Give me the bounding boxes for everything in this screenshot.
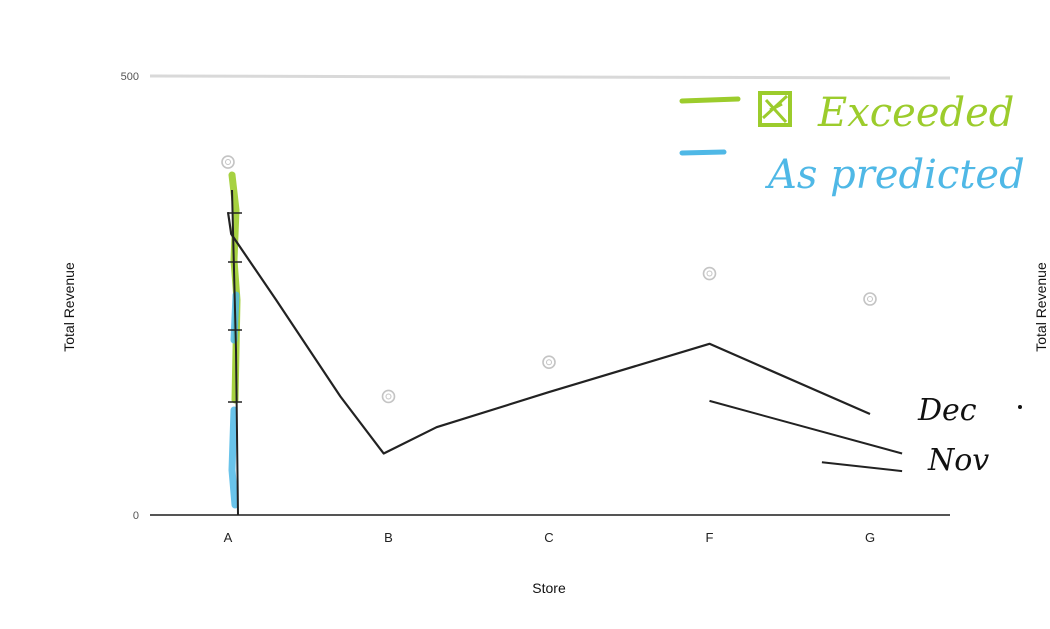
hand-axis-line bbox=[231, 189, 239, 516]
x-tick-label: B bbox=[384, 530, 393, 545]
x-tick-label: F bbox=[706, 530, 714, 545]
data-point-F bbox=[702, 266, 717, 281]
stray-dot bbox=[1018, 405, 1022, 409]
data-point-B bbox=[381, 389, 396, 404]
predicted-legend-swatch bbox=[679, 149, 727, 156]
y-max-reference-line bbox=[149, 74, 951, 80]
axes: 0 500 A B C F G bbox=[121, 71, 951, 545]
dec-line bbox=[226, 211, 871, 455]
x-tick-label: C bbox=[544, 530, 553, 545]
y-axis-title: Total Revenue bbox=[61, 262, 77, 352]
data-point-inner bbox=[867, 296, 873, 303]
nov-line-label: Nov bbox=[927, 443, 989, 478]
data-point-inner bbox=[385, 393, 392, 400]
dec-line-label: Dec bbox=[917, 393, 977, 428]
data-point-C bbox=[542, 355, 556, 370]
nov-line bbox=[709, 399, 903, 455]
data-point-A bbox=[221, 155, 235, 169]
x-axis-title: Store bbox=[532, 580, 566, 596]
exceeded-legend-scribble bbox=[761, 94, 789, 124]
x-tick-label: G bbox=[865, 530, 875, 545]
predicted-legend-label: As predicted bbox=[764, 152, 1025, 198]
exceeded-legend-label: Exceeded bbox=[817, 90, 1014, 136]
nov-line-dash bbox=[821, 461, 903, 473]
y-axis-title-right: Total Revenue bbox=[1033, 262, 1049, 352]
hand-annotations bbox=[226, 171, 903, 516]
axis-labels: Store Total Revenue Total Revenue bbox=[61, 262, 1049, 596]
exceeded-legend-box bbox=[758, 91, 792, 127]
data-point-inner bbox=[225, 159, 231, 166]
exceeded-legend-swatch bbox=[679, 96, 741, 104]
data-point-inner bbox=[706, 270, 713, 277]
y-tick-label: 0 bbox=[133, 510, 139, 522]
x-tick-label: A bbox=[224, 530, 233, 545]
y-tick-label: 500 bbox=[121, 71, 139, 83]
handwritten-legend: Exceeded As predicted Dec Nov bbox=[679, 90, 1025, 478]
data-points bbox=[221, 155, 877, 404]
data-point-inner bbox=[546, 359, 552, 366]
data-point-G bbox=[863, 292, 877, 306]
